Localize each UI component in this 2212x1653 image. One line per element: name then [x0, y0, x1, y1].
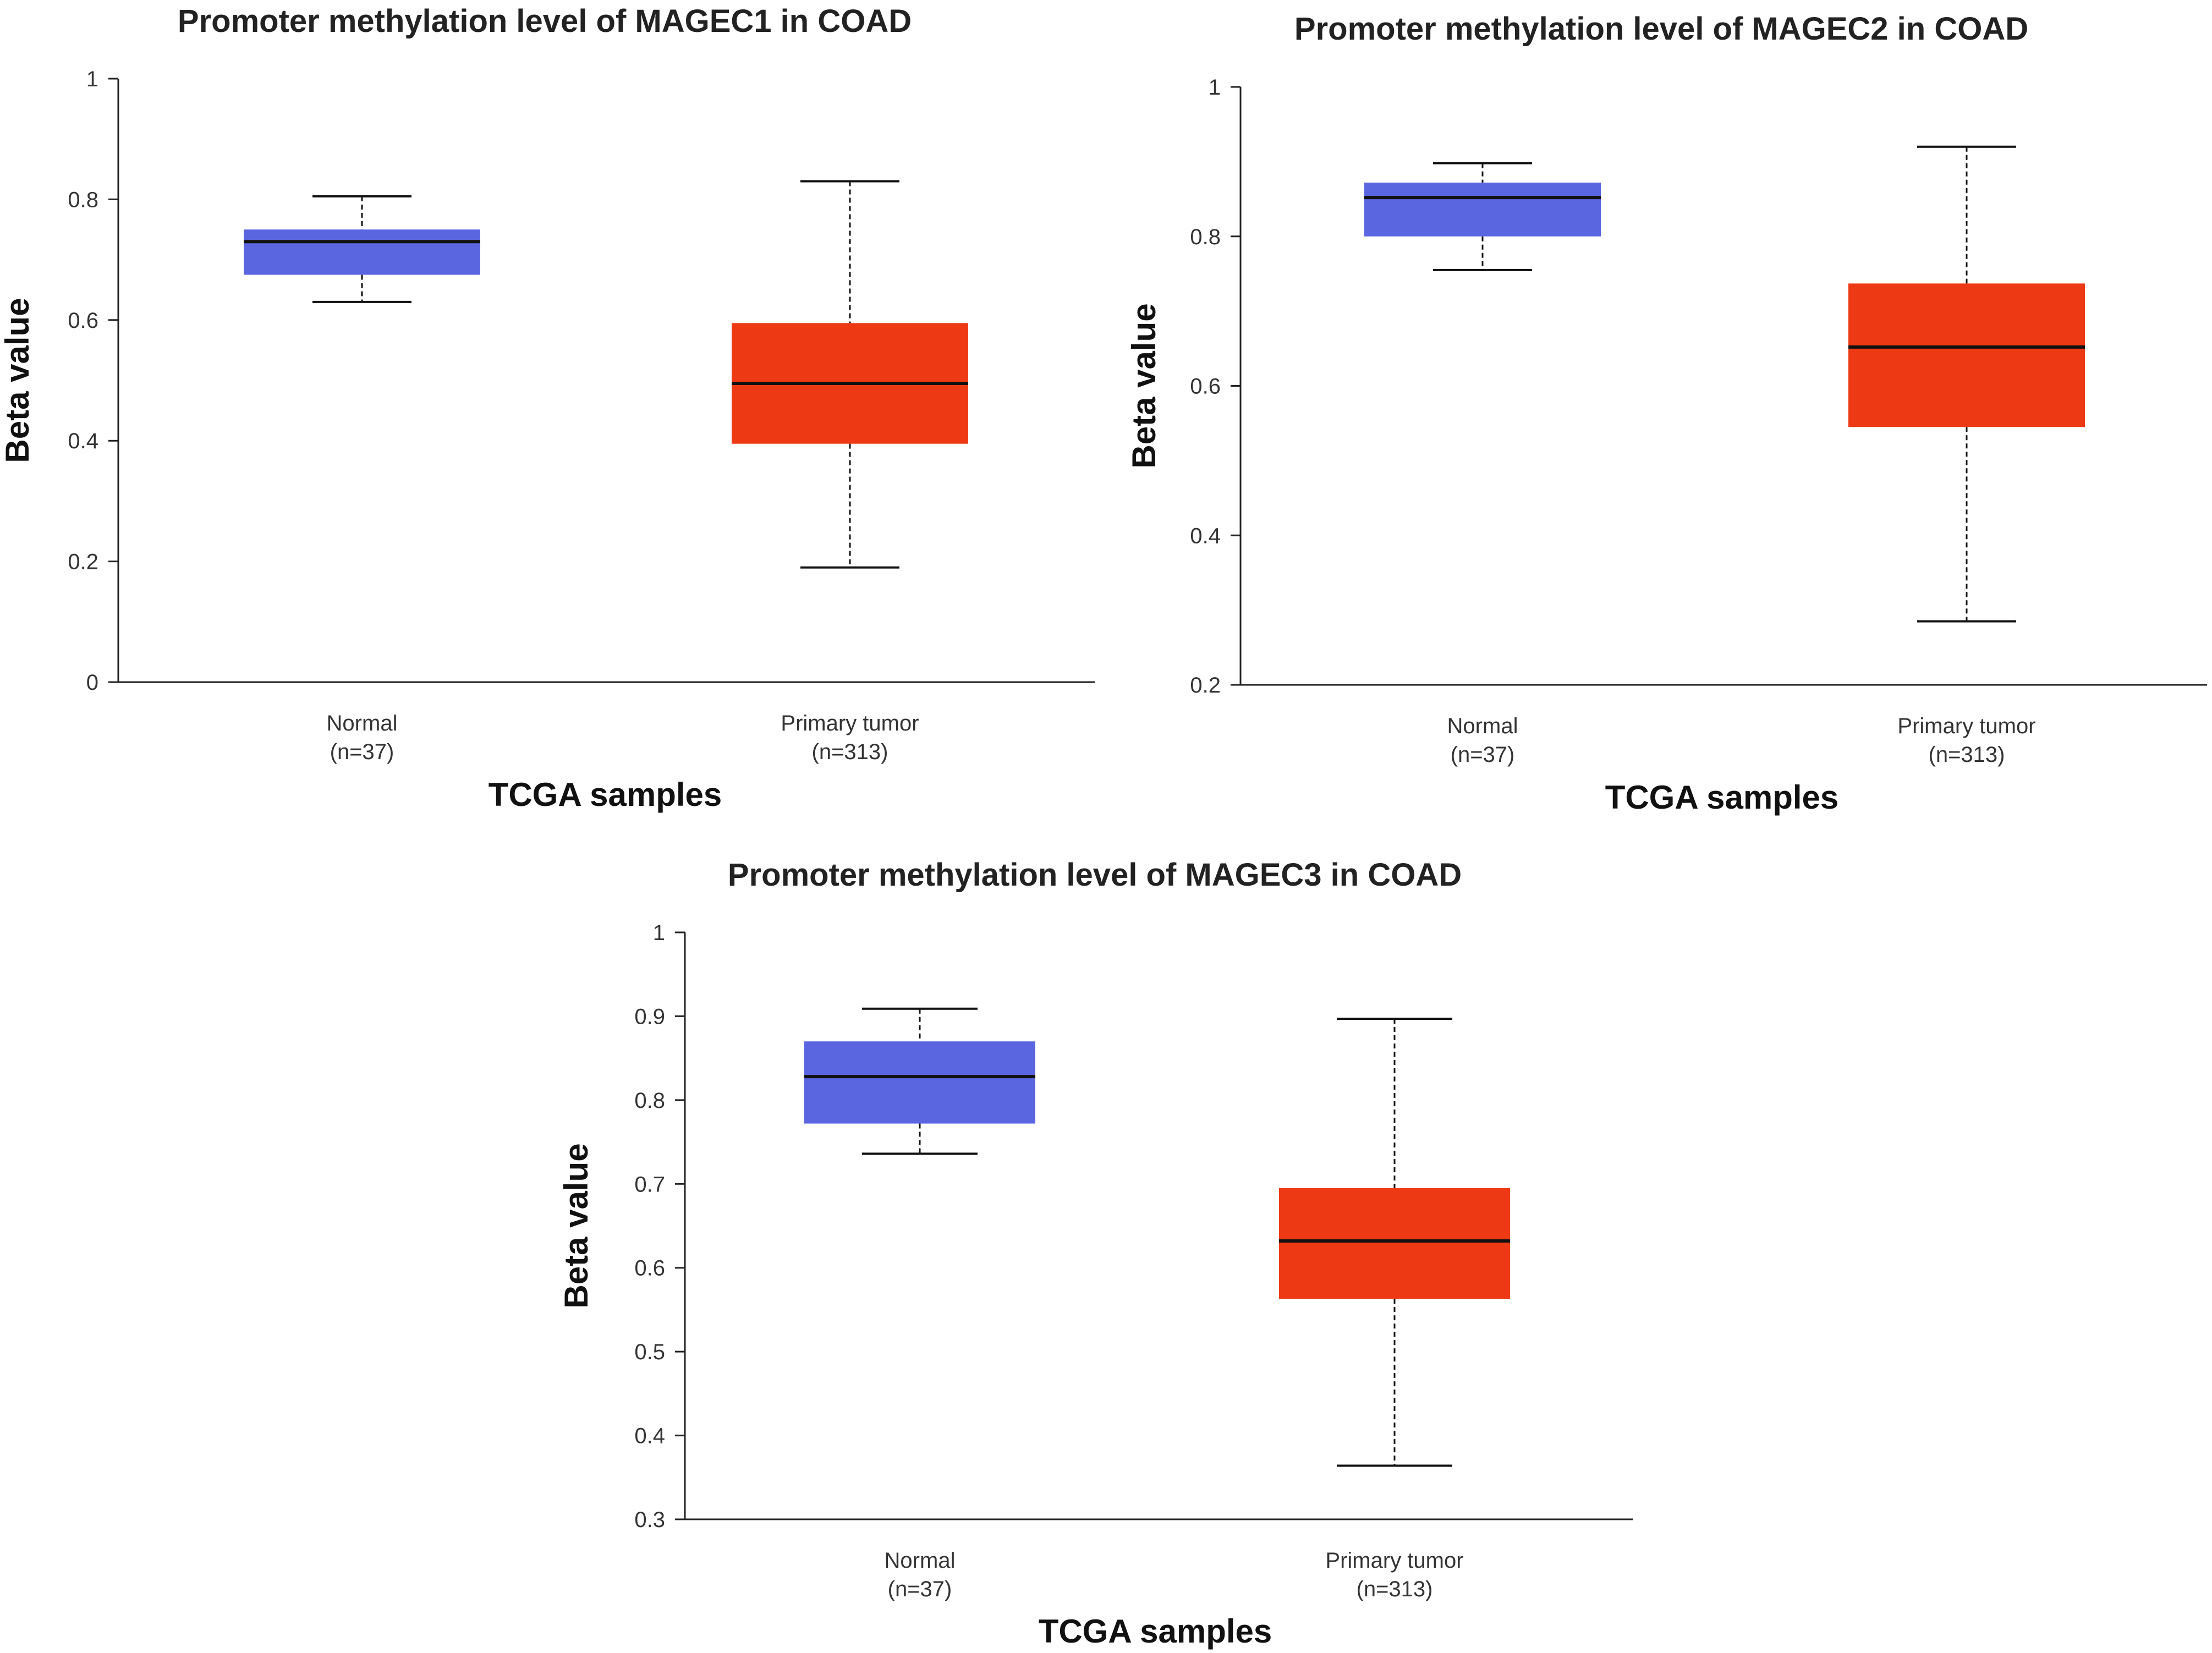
- chart-title: Promoter methylation level of MAGEC2 in …: [1294, 11, 2028, 47]
- category-label: Normal: [327, 711, 398, 735]
- category-label: Normal: [1447, 714, 1518, 738]
- y-tick-label: 0.8: [634, 1089, 665, 1113]
- y-tick-label: 0.8: [1190, 225, 1221, 249]
- category-count: (n=313): [812, 740, 888, 764]
- category-label: Normal: [885, 1548, 956, 1573]
- chart-title: Promoter methylation level of MAGEC3 in …: [728, 857, 1462, 893]
- iqr-box: [1364, 182, 1601, 237]
- y-tick-label: 1: [1209, 75, 1221, 100]
- y-tick-label: 1: [653, 921, 665, 945]
- y-tick-label: 0.9: [634, 1004, 665, 1029]
- y-tick-label: 0.5: [634, 1340, 665, 1364]
- chart-magec3: Promoter methylation level of MAGEC3 in …: [558, 857, 1633, 1650]
- x-axis-label: TCGA samples: [1605, 779, 1839, 816]
- y-tick-label: 0.2: [1190, 673, 1221, 698]
- chart-magec2: Promoter methylation level of MAGEC2 in …: [1126, 11, 2207, 816]
- chart-magec1: Promoter methylation level of MAGEC1 in …: [0, 3, 1095, 813]
- y-tick-label: 0.2: [68, 550, 98, 574]
- iqr-box: [1848, 283, 2085, 427]
- category-count: (n=313): [1357, 1577, 1433, 1601]
- category-count: (n=37): [330, 740, 394, 764]
- x-axis-label: TCGA samples: [1039, 1613, 1272, 1650]
- category-count: (n=37): [888, 1577, 952, 1601]
- category-label: Primary tumor: [1325, 1548, 1463, 1573]
- y-axis-label: Beta value: [0, 298, 36, 463]
- y-tick-label: 0.3: [634, 1508, 665, 1532]
- y-tick-label: 0.4: [1190, 524, 1221, 548]
- y-tick-label: 0.8: [68, 188, 98, 212]
- y-axis-label: Beta value: [558, 1143, 595, 1308]
- y-tick-label: 0: [86, 671, 98, 695]
- y-tick-label: 0.4: [634, 1424, 665, 1448]
- chart-title: Promoter methylation level of MAGEC1 in …: [178, 3, 912, 39]
- iqr-box: [1279, 1188, 1510, 1299]
- y-tick-label: 0.4: [68, 429, 98, 453]
- y-tick-label: 1: [86, 67, 98, 91]
- category-label: Primary tumor: [781, 711, 919, 735]
- y-tick-label: 0.6: [634, 1256, 665, 1281]
- category-count: (n=37): [1451, 743, 1515, 767]
- iqr-box: [804, 1041, 1035, 1124]
- category-label: Primary tumor: [1897, 714, 2035, 738]
- iqr-box: [244, 229, 480, 275]
- y-tick-label: 0.6: [68, 309, 98, 333]
- y-tick-label: 0.7: [634, 1172, 665, 1196]
- y-tick-label: 0.6: [1190, 375, 1221, 399]
- category-count: (n=313): [1929, 743, 2005, 767]
- y-axis-label: Beta value: [1126, 303, 1162, 468]
- x-axis-label: TCGA samples: [488, 776, 722, 813]
